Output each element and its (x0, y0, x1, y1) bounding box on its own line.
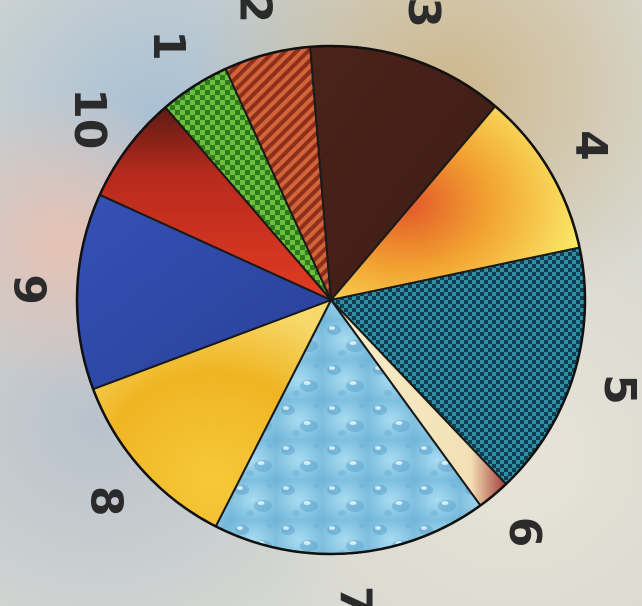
pie-label-8: 8 (80, 486, 131, 517)
pie-label-10: 10 (64, 88, 115, 149)
pie-label-6: 6 (499, 517, 550, 548)
pie-label-2: 2 (229, 0, 280, 23)
pie-label-9: 9 (4, 274, 55, 305)
pie-label-1: 1 (143, 30, 194, 61)
pie-label-7: 7 (329, 586, 380, 606)
pie-outline (75, 44, 587, 556)
pie-label-4: 4 (565, 130, 616, 161)
pie-label-5: 5 (594, 374, 642, 405)
pie-label-3: 3 (398, 0, 449, 28)
pie-labels: 1 2 3 4 5 6 7 8 9 10 (4, 0, 642, 606)
pie-slices (75, 44, 587, 556)
